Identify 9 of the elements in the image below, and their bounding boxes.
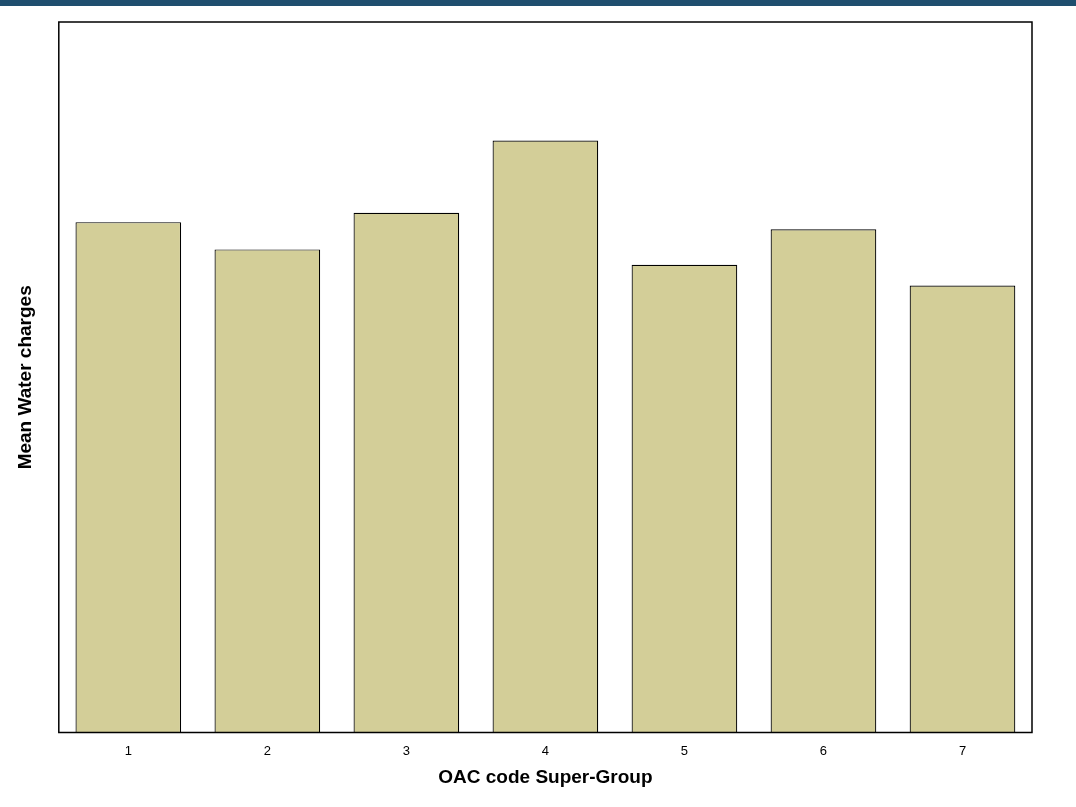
x-tick-label: 3 [402, 742, 410, 758]
x-axis-title: OAC code Super-Group [438, 765, 653, 787]
x-tick-label: 4 [541, 742, 550, 758]
x-tick-label: 6 [819, 742, 828, 758]
x-tick-label: 1 [124, 742, 132, 758]
y-axis-title: Mean Water charges [13, 285, 35, 470]
x-tick-label: 5 [680, 742, 689, 758]
x-tick-label: 7 [958, 742, 967, 758]
x-tick-label: 2 [263, 742, 271, 758]
